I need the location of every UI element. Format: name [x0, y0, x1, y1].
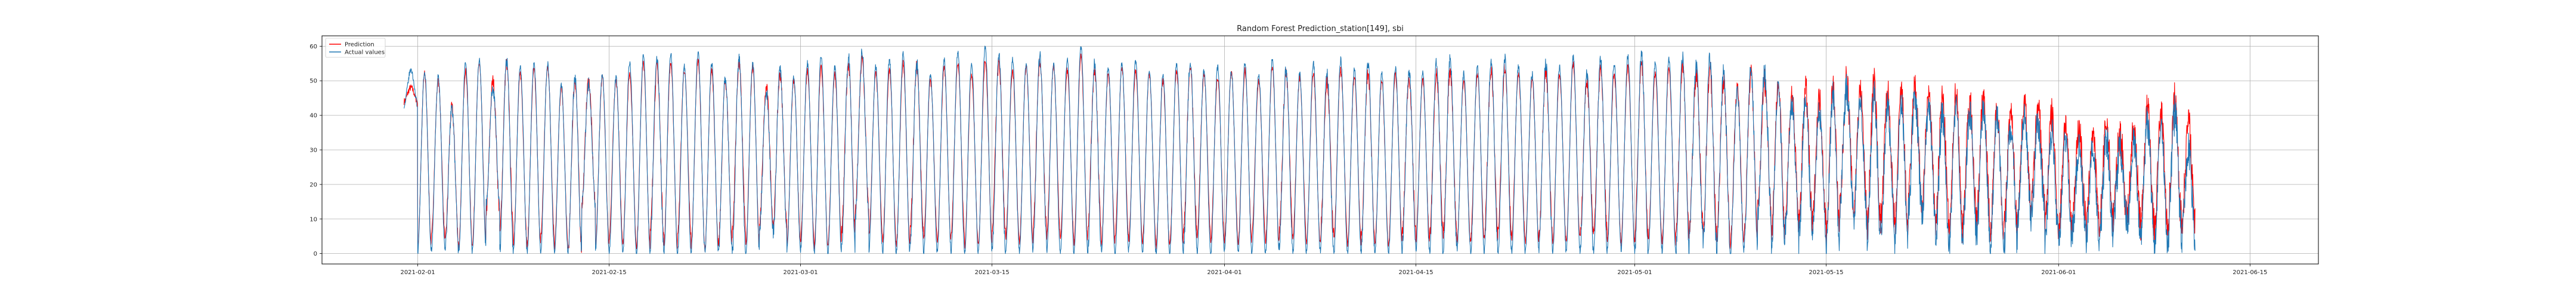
y-axis: 0 10 20 30 40 50 60: [309, 44, 322, 257]
series-line-actual: [404, 45, 2196, 254]
plot-series: [404, 45, 2196, 254]
x-tick-label: 2021-05-15: [1809, 269, 1843, 276]
x-tick-label: 2021-02-15: [592, 269, 626, 276]
y-tick-label: 10: [309, 216, 317, 223]
x-tick-label: 2021-04-01: [1207, 269, 1241, 276]
x-tick-label: 2021-06-15: [2233, 269, 2267, 276]
y-tick-label: 50: [309, 78, 317, 85]
legend: Prediction Actual values: [325, 38, 386, 58]
y-tick-label: 40: [309, 113, 317, 119]
chart-title: Random Forest Prediction_station[149], s…: [1237, 24, 1404, 33]
x-axis: 2021-02-01 2021-02-15 2021-03-01 2021-03-15…: [400, 264, 2267, 276]
legend-label: Prediction: [345, 42, 374, 48]
y-tick-label: 30: [309, 148, 317, 154]
x-tick-label: 2021-06-01: [2041, 269, 2076, 276]
legend-label: Actual values: [345, 50, 385, 56]
y-tick-label: 20: [309, 182, 317, 188]
x-tick-label: 2021-03-15: [975, 269, 1010, 276]
x-tick-label: 2021-03-01: [784, 269, 818, 276]
legend-box: [325, 38, 386, 58]
x-tick-label: 2021-02-01: [400, 269, 435, 276]
x-tick-label: 2021-04-15: [1398, 269, 1433, 276]
x-tick-label: 2021-05-01: [1617, 269, 1652, 276]
y-tick-label: 60: [309, 44, 317, 50]
grid-lines: [322, 36, 2318, 264]
y-tick-label: 0: [314, 251, 317, 257]
